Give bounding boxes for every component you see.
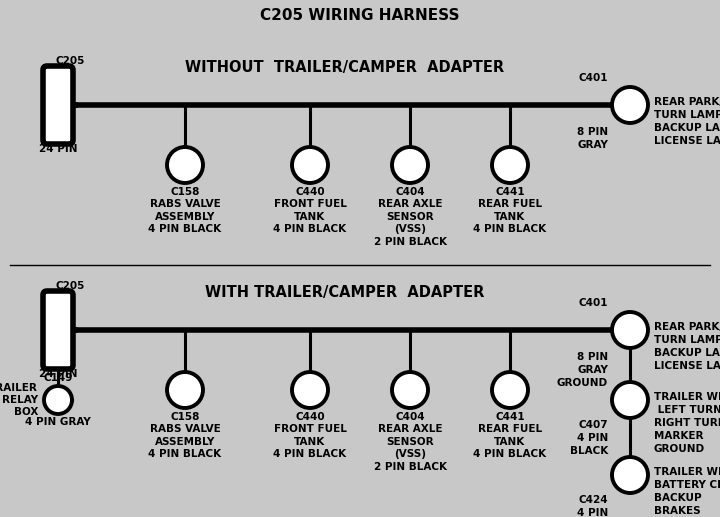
Text: C205 WIRING HARNESS: C205 WIRING HARNESS	[260, 8, 460, 23]
Text: C441
REAR FUEL
TANK
4 PIN BLACK: C441 REAR FUEL TANK 4 PIN BLACK	[474, 187, 546, 234]
Text: C158
RABS VALVE
ASSEMBLY
4 PIN BLACK: C158 RABS VALVE ASSEMBLY 4 PIN BLACK	[148, 187, 222, 234]
Circle shape	[492, 147, 528, 183]
Text: REAR PARK/STOP: REAR PARK/STOP	[654, 97, 720, 107]
FancyBboxPatch shape	[43, 66, 73, 144]
Text: C440
FRONT FUEL
TANK
4 PIN BLACK: C440 FRONT FUEL TANK 4 PIN BLACK	[274, 412, 346, 459]
Text: WITHOUT  TRAILER/CAMPER  ADAPTER: WITHOUT TRAILER/CAMPER ADAPTER	[186, 60, 505, 75]
Text: C424: C424	[578, 495, 608, 505]
Text: BATTERY CHARGE: BATTERY CHARGE	[654, 480, 720, 490]
Text: TURN LAMPS: TURN LAMPS	[654, 110, 720, 120]
Text: BACKUP: BACKUP	[654, 493, 701, 503]
Text: LICENSE LAMPS: LICENSE LAMPS	[654, 361, 720, 371]
Circle shape	[612, 87, 648, 123]
Text: WITH TRAILER/CAMPER  ADAPTER: WITH TRAILER/CAMPER ADAPTER	[205, 285, 485, 300]
Circle shape	[612, 382, 648, 418]
Text: MARKER: MARKER	[654, 431, 703, 441]
Text: C404
REAR AXLE
SENSOR
(VSS)
2 PIN BLACK: C404 REAR AXLE SENSOR (VSS) 2 PIN BLACK	[374, 187, 446, 247]
Text: BACKUP LAMPS: BACKUP LAMPS	[654, 123, 720, 133]
Circle shape	[167, 372, 203, 408]
Text: C205: C205	[56, 281, 86, 291]
Text: GROUND: GROUND	[557, 378, 608, 388]
Circle shape	[167, 147, 203, 183]
Text: TRAILER WIRES: TRAILER WIRES	[654, 392, 720, 402]
Text: TURN LAMPS: TURN LAMPS	[654, 335, 720, 345]
Text: 4 PIN: 4 PIN	[577, 508, 608, 517]
Text: C149: C149	[43, 373, 73, 383]
Text: C401: C401	[578, 73, 608, 83]
Text: 24 PIN: 24 PIN	[39, 369, 77, 379]
Circle shape	[612, 457, 648, 493]
Text: TRAILER
RELAY
BOX: TRAILER RELAY BOX	[0, 383, 38, 417]
Circle shape	[292, 147, 328, 183]
Circle shape	[612, 312, 648, 348]
Text: GROUND: GROUND	[654, 444, 705, 454]
Circle shape	[392, 372, 428, 408]
Text: 8 PIN: 8 PIN	[577, 127, 608, 137]
Text: GRAY: GRAY	[577, 140, 608, 150]
Circle shape	[492, 372, 528, 408]
Text: RIGHT TURN: RIGHT TURN	[654, 418, 720, 428]
Circle shape	[292, 372, 328, 408]
Text: LICENSE LAMPS: LICENSE LAMPS	[654, 136, 720, 146]
Text: LEFT TURN: LEFT TURN	[654, 405, 720, 415]
Text: BRAKES: BRAKES	[654, 506, 701, 516]
Circle shape	[44, 386, 72, 414]
Text: C158
RABS VALVE
ASSEMBLY
4 PIN BLACK: C158 RABS VALVE ASSEMBLY 4 PIN BLACK	[148, 412, 222, 459]
Text: REAR PARK/STOP: REAR PARK/STOP	[654, 322, 720, 332]
Text: 4 PIN GRAY: 4 PIN GRAY	[25, 417, 91, 427]
Text: TRAILER WIRES: TRAILER WIRES	[654, 467, 720, 477]
Text: C205: C205	[56, 56, 86, 66]
Text: BACKUP LAMPS: BACKUP LAMPS	[654, 348, 720, 358]
Text: C407: C407	[578, 420, 608, 430]
Text: BLACK: BLACK	[570, 446, 608, 456]
Text: 24 PIN: 24 PIN	[39, 144, 77, 154]
Text: C401: C401	[578, 298, 608, 308]
Text: 8 PIN: 8 PIN	[577, 352, 608, 362]
FancyBboxPatch shape	[43, 291, 73, 369]
Text: 4 PIN: 4 PIN	[577, 433, 608, 443]
Text: C441
REAR FUEL
TANK
4 PIN BLACK: C441 REAR FUEL TANK 4 PIN BLACK	[474, 412, 546, 459]
Text: C404
REAR AXLE
SENSOR
(VSS)
2 PIN BLACK: C404 REAR AXLE SENSOR (VSS) 2 PIN BLACK	[374, 412, 446, 472]
Text: GRAY: GRAY	[577, 365, 608, 375]
Text: C440
FRONT FUEL
TANK
4 PIN BLACK: C440 FRONT FUEL TANK 4 PIN BLACK	[274, 187, 346, 234]
Circle shape	[392, 147, 428, 183]
